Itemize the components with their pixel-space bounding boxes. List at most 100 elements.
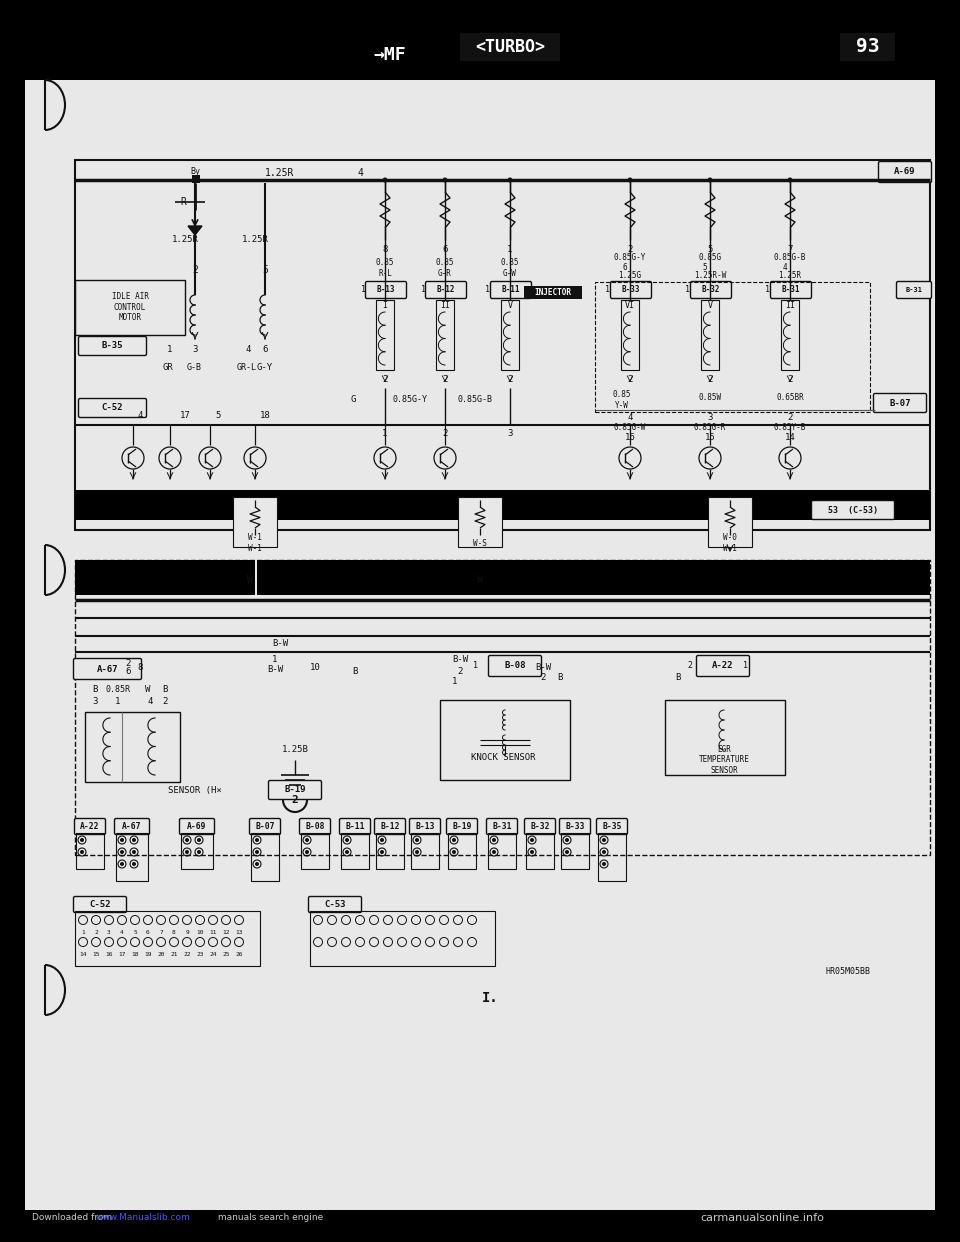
FancyBboxPatch shape [446,818,477,835]
Text: C-52: C-52 [89,900,110,909]
Bar [448,833,476,869]
Text: A-22: A-22 [712,662,733,671]
Text: B-33: B-33 [565,822,585,831]
Text: 2: 2 [540,673,545,683]
Text: A-67: A-67 [97,664,118,673]
Text: II: II [785,302,795,310]
Text: 18: 18 [132,951,139,956]
Text: 2: 2 [507,375,513,385]
Bar [75,279,185,335]
FancyBboxPatch shape [180,818,214,835]
Bar [436,301,454,370]
Text: A-69: A-69 [895,168,916,176]
Bar [701,301,719,370]
Text: 20: 20 [157,951,165,956]
Bar [233,497,277,546]
Text: 2: 2 [292,795,299,805]
Text: C-53: C-53 [324,900,346,909]
Text: By: By [190,168,200,176]
Bar [181,833,213,869]
Text: R: R [180,197,186,207]
Circle shape [628,178,633,183]
FancyBboxPatch shape [425,282,467,298]
Text: B-08: B-08 [305,822,324,831]
Text: 6: 6 [146,929,150,934]
Circle shape [80,850,84,854]
Text: 6: 6 [126,667,131,677]
Text: KNOCK SENSOR: KNOCK SENSOR [470,754,536,763]
Circle shape [345,850,349,854]
Bar [76,833,104,869]
Bar [458,497,502,546]
Bar [561,833,589,869]
FancyBboxPatch shape [611,282,652,298]
Text: 1: 1 [361,286,366,294]
FancyBboxPatch shape [560,818,590,835]
Text: 4: 4 [357,168,363,178]
Text: C-52: C-52 [102,404,123,412]
Text: 93: 93 [855,37,879,56]
Text: 25: 25 [223,951,229,956]
FancyBboxPatch shape [74,897,127,913]
Circle shape [380,838,384,842]
Text: 0.85Y-B: 0.85Y-B [774,424,806,432]
Text: 3: 3 [507,428,513,437]
Text: 2: 2 [457,667,463,677]
Text: B-33: B-33 [622,286,640,294]
Text: W-1
W-1: W-1 W-1 [248,533,262,553]
Text: W: W [145,686,151,694]
Bar [310,910,495,966]
Text: 1: 1 [452,677,458,687]
Text: HR05M05BB: HR05M05BB [825,968,870,976]
Text: 1: 1 [606,286,611,294]
Text: W: W [477,575,483,585]
Bar [75,560,930,854]
Text: 4: 4 [627,414,633,422]
Polygon shape [188,226,202,235]
Text: 4: 4 [137,411,143,420]
Circle shape [132,862,136,866]
Text: W: W [247,575,252,585]
Text: 2: 2 [687,661,692,669]
Text: 0.85
G-W: 0.85 G-W [501,258,519,278]
Text: 19: 19 [144,951,152,956]
Text: 2: 2 [382,375,388,385]
Circle shape [452,850,456,854]
Circle shape [565,838,569,842]
Text: V: V [708,302,712,310]
FancyBboxPatch shape [897,282,931,298]
FancyBboxPatch shape [340,818,371,835]
Text: GR-L: GR-L [237,364,257,373]
Text: 4: 4 [782,263,787,272]
Bar [460,34,560,61]
Bar [75,160,930,530]
Bar [75,910,260,966]
Text: Downloaded from: Downloaded from [32,1213,115,1222]
Text: B-12: B-12 [380,822,399,831]
Text: 2: 2 [787,375,793,385]
Text: B-W: B-W [272,638,288,647]
Text: 0.85W: 0.85W [699,394,722,402]
FancyBboxPatch shape [300,818,330,835]
Bar [376,301,394,370]
Text: W-0
W-1: W-0 W-1 [723,533,737,553]
Text: B-35: B-35 [102,342,123,350]
Text: 3: 3 [708,414,712,422]
Text: 3: 3 [108,929,110,934]
Text: 9: 9 [185,929,189,934]
Bar [192,175,200,183]
Circle shape [345,838,349,842]
Text: 15: 15 [92,951,100,956]
FancyBboxPatch shape [366,282,406,298]
Bar [341,833,369,869]
Circle shape [602,850,606,854]
Bar [501,301,519,370]
Text: 6: 6 [623,263,627,272]
Text: 5: 5 [262,265,268,274]
Text: 16: 16 [106,951,112,956]
Text: 0.85
Y-W: 0.85 Y-W [612,390,632,410]
Circle shape [197,850,201,854]
Circle shape [443,178,447,183]
FancyBboxPatch shape [771,282,811,298]
Text: 1: 1 [473,661,478,669]
